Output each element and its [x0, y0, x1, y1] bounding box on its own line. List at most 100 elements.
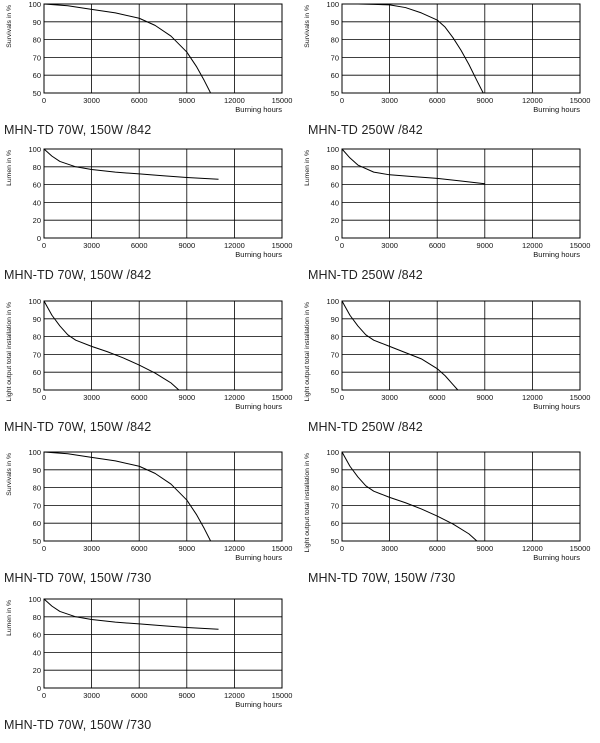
y-tick-label: 20	[33, 216, 41, 225]
series-line	[43, 451, 212, 542]
x-tick-label: 15000	[272, 691, 293, 700]
chart-3: 0 3000 6000 9000 12000 15000 0 20 40 60 80 100 Burni…	[0, 145, 302, 293]
y-tick-label: 70	[331, 501, 339, 510]
x-tick-label: 12000	[224, 96, 245, 105]
chart-caption: MHN-TD 70W, 150W /842	[4, 123, 152, 137]
x-tick-label: 9000	[178, 691, 195, 700]
y-tick-label: 70	[33, 350, 41, 359]
x-tick-label: 12000	[224, 544, 245, 553]
x-tick-label: 0	[340, 96, 344, 105]
y-axis-label: Light output total installation in %	[304, 302, 311, 401]
plot-frame	[43, 451, 283, 542]
y-tick-label: 70	[331, 53, 339, 62]
y-tick-label: 100	[326, 297, 339, 306]
y-tick-label: 60	[331, 519, 339, 528]
y-tick-label: 60	[331, 181, 339, 190]
series-line	[43, 148, 219, 180]
series-line	[341, 148, 485, 185]
x-tick-label: 9000	[476, 393, 493, 402]
y-axis-label: Lumen in %	[6, 150, 13, 186]
y-tick-label: 60	[33, 71, 41, 80]
x-tick-label: 15000	[570, 393, 591, 402]
y-tick-label: 60	[33, 631, 41, 640]
x-tick-label: 3000	[381, 544, 398, 553]
chart-8: 0 3000 6000 9000 12000 15000 50 60 70 80 90 100 Burn…	[298, 448, 600, 596]
x-tick-label: 12000	[522, 96, 543, 105]
plot-frame	[341, 451, 581, 542]
x-tick-label: 6000	[429, 241, 446, 250]
chart-svg: 0 3000 6000 9000 12000 15000 0 20 40 60 80 100 Burni…	[6, 595, 293, 709]
chart-caption: MHN-TD 250W /842	[308, 123, 423, 137]
x-tick-label: 6000	[131, 241, 148, 250]
x-axis-label: Burning hours	[533, 402, 580, 411]
x-axis-label: Burning hours	[533, 105, 580, 114]
y-tick-label: 70	[33, 501, 41, 510]
y-tick-label: 40	[33, 648, 41, 657]
x-axis-label: Burning hours	[533, 553, 580, 562]
plot-frame	[43, 3, 283, 94]
y-tick-label: 20	[331, 216, 339, 225]
x-tick-label: 3000	[83, 241, 100, 250]
x-tick-label: 0	[340, 544, 344, 553]
x-tick-label: 3000	[83, 691, 100, 700]
y-tick-label: 100	[326, 448, 339, 457]
chart-svg: 0 3000 6000 9000 12000 15000 50 60 70 80 90 100 Burn…	[6, 0, 293, 114]
x-axis-label: Burning hours	[235, 250, 282, 259]
x-tick-label: 3000	[381, 241, 398, 250]
series-line	[43, 300, 180, 391]
chart-caption: MHN-TD 70W, 150W /842	[4, 268, 152, 282]
chart-caption: MHN-TD 70W, 150W /730	[4, 718, 152, 732]
chart-caption: MHN-TD 70W, 150W /730	[308, 571, 456, 585]
x-tick-label: 0	[42, 393, 46, 402]
x-tick-label: 9000	[178, 241, 195, 250]
y-tick-label: 60	[33, 181, 41, 190]
y-tick-label: 80	[331, 333, 339, 342]
y-tick-label: 60	[331, 368, 339, 377]
x-tick-label: 0	[340, 393, 344, 402]
y-axis-label: Lumen in %	[6, 600, 13, 636]
chart-caption: MHN-TD 70W, 150W /730	[4, 571, 152, 585]
x-tick-label: 12000	[224, 691, 245, 700]
y-tick-label: 80	[33, 163, 41, 172]
chart-caption: MHN-TD 250W /842	[308, 268, 423, 282]
chart-svg: 0 3000 6000 9000 12000 15000 50 60 70 80 90 100 Burn…	[6, 297, 292, 411]
chart-svg: 0 3000 6000 9000 12000 15000 50 60 70 80 90 100 Burn…	[6, 448, 292, 562]
y-tick-label: 50	[331, 89, 339, 98]
x-tick-label: 6000	[429, 393, 446, 402]
x-axis-label: Burning hours	[235, 402, 282, 411]
y-tick-label: 80	[33, 613, 41, 622]
y-tick-label: 60	[331, 71, 339, 80]
series-line	[43, 598, 219, 630]
x-tick-label: 12000	[522, 393, 543, 402]
y-tick-label: 60	[33, 519, 41, 528]
y-tick-label: 50	[331, 386, 339, 395]
plot-frame	[43, 598, 283, 689]
y-tick-label: 40	[331, 198, 339, 207]
x-tick-label: 6000	[131, 96, 148, 105]
chart-svg: 0 3000 6000 9000 12000 15000 50 60 70 80 90 100 Burn…	[304, 448, 590, 562]
y-tick-label: 90	[33, 315, 41, 324]
y-tick-label: 70	[33, 53, 41, 62]
x-tick-label: 6000	[429, 96, 446, 105]
chart-svg: 0 3000 6000 9000 12000 15000 50 60 70 80 90 100 Burn…	[304, 297, 591, 411]
y-tick-label: 80	[331, 484, 339, 493]
x-tick-label: 3000	[83, 393, 100, 402]
series-line	[43, 3, 212, 94]
x-tick-label: 15000	[272, 241, 293, 250]
y-tick-label: 0	[335, 234, 339, 243]
y-tick-label: 100	[28, 297, 41, 306]
series-line	[342, 3, 484, 94]
x-tick-label: 6000	[131, 691, 148, 700]
x-tick-label: 3000	[381, 393, 398, 402]
series-line	[341, 451, 478, 542]
plot-frame	[43, 148, 283, 239]
y-tick-label: 0	[37, 234, 41, 243]
y-tick-label: 100	[28, 145, 41, 154]
x-tick-label: 6000	[429, 544, 446, 553]
x-tick-label: 15000	[272, 96, 293, 105]
y-tick-label: 80	[331, 36, 339, 45]
y-tick-label: 80	[331, 163, 339, 172]
x-tick-label: 0	[42, 96, 46, 105]
y-axis-label: Survivals in %	[6, 5, 13, 48]
